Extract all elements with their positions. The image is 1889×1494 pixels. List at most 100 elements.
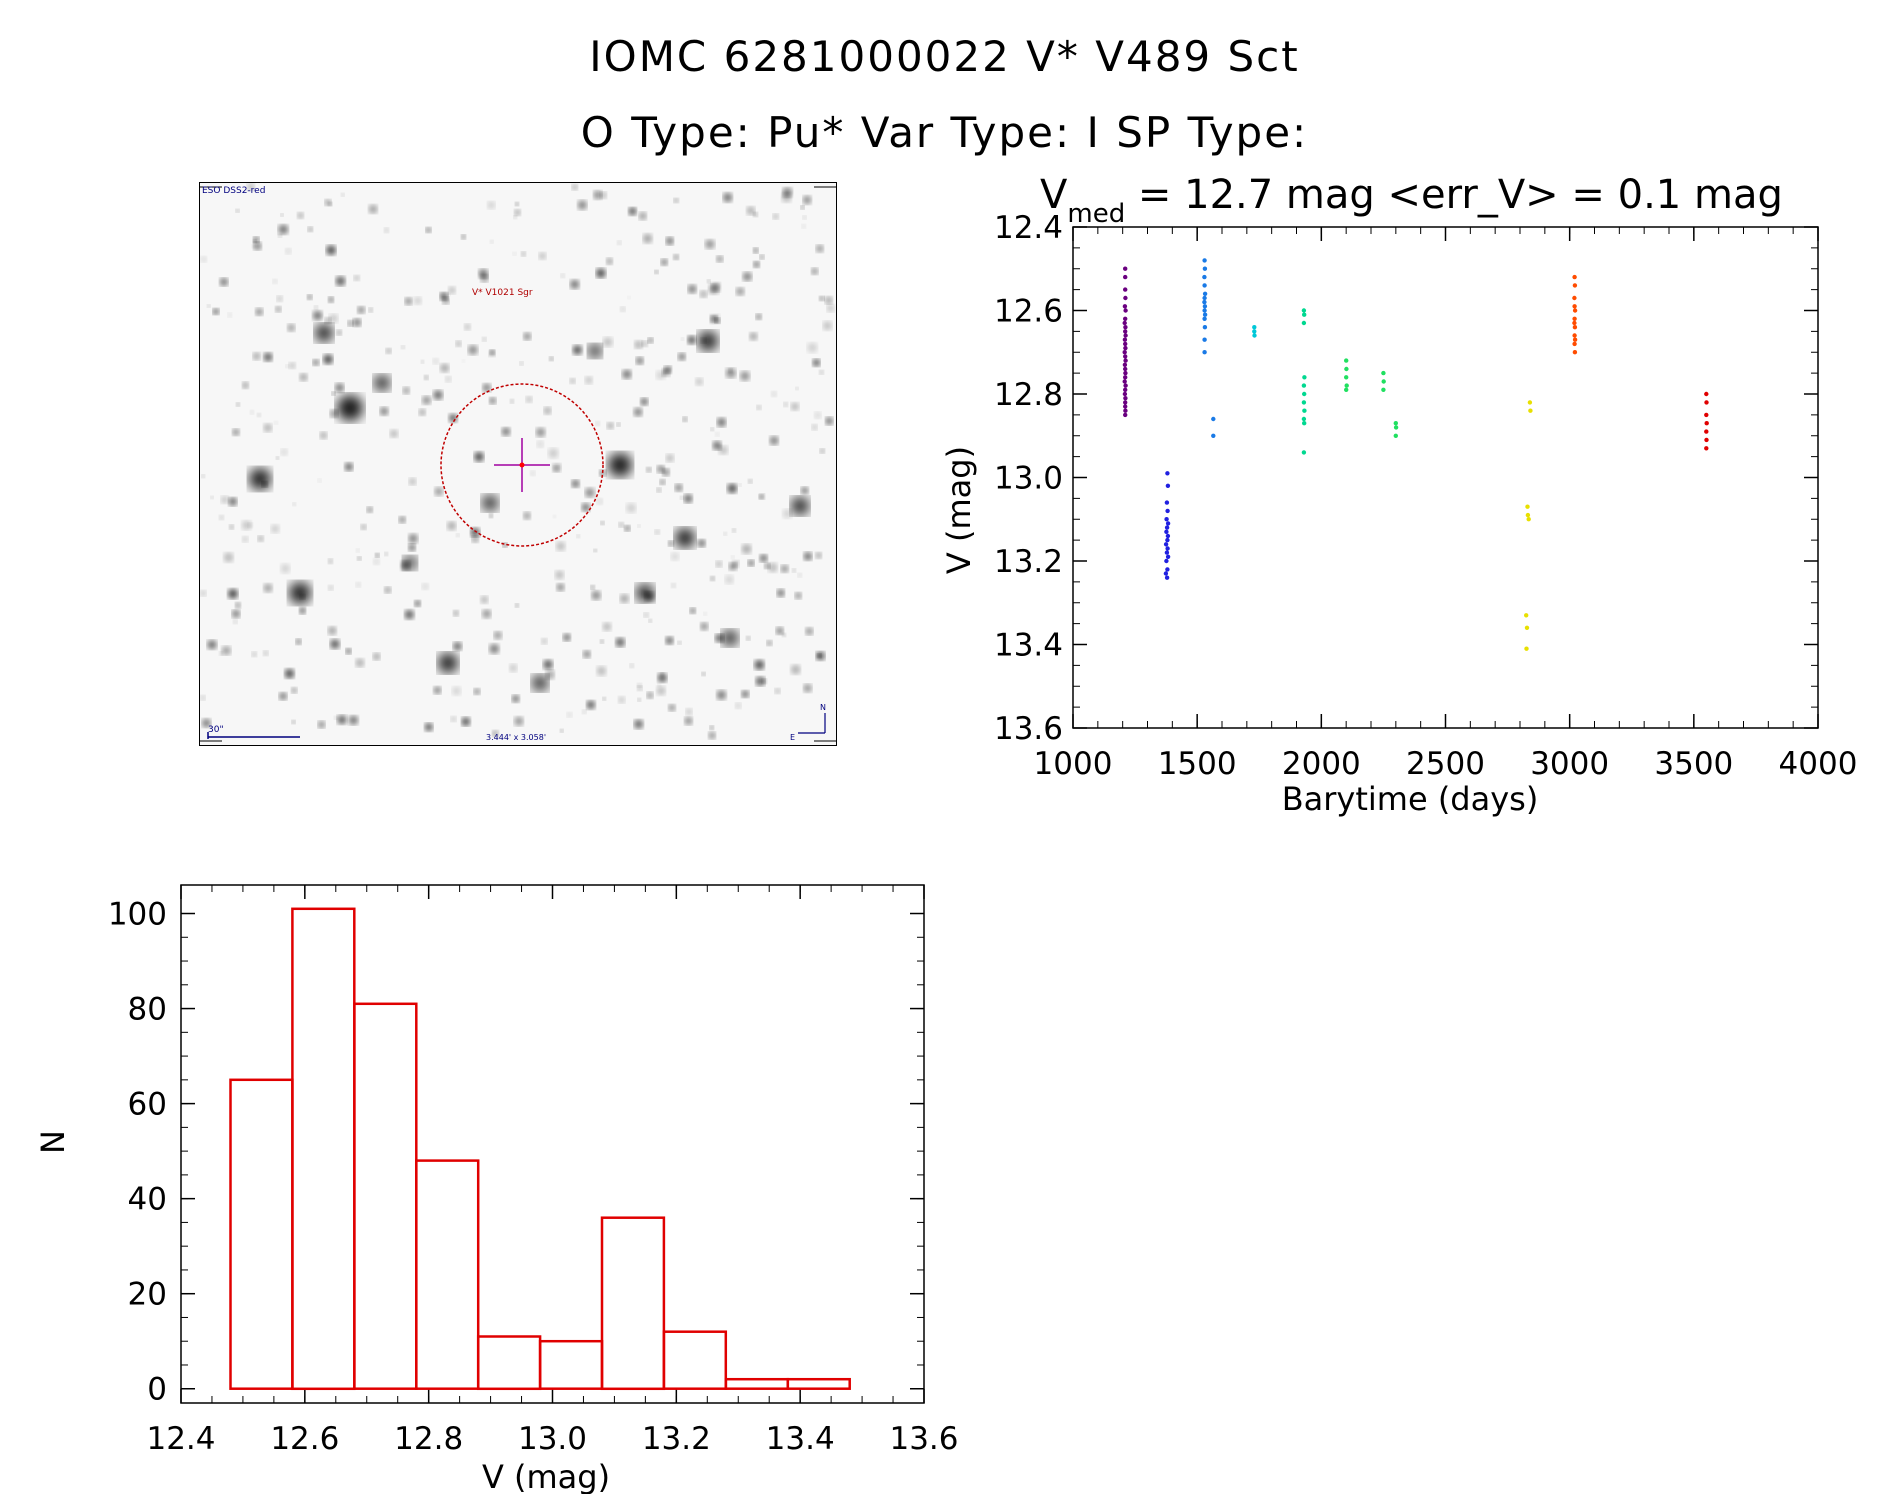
histogram-x-tick-label: 13.4 [766, 1421, 835, 1457]
fov-label: 3.444' x 3.058' [486, 733, 546, 742]
star [657, 465, 665, 473]
star [462, 359, 465, 363]
light-curve-point [1123, 287, 1128, 292]
histogram-y-tick-label: 40 [128, 1182, 167, 1218]
light-curve-point [1164, 550, 1170, 555]
light-curve-point [1202, 312, 1208, 317]
star [723, 192, 733, 203]
star [695, 378, 703, 386]
star [538, 252, 546, 260]
star [434, 487, 444, 496]
star [794, 592, 802, 599]
light-curve-point [1302, 375, 1307, 380]
star [464, 323, 471, 331]
star [291, 687, 297, 694]
star [663, 365, 672, 374]
light-curve-point [1302, 391, 1307, 397]
star [641, 340, 648, 347]
star [207, 640, 217, 650]
light-curve-point [1572, 350, 1578, 355]
histogram-bar [724, 1377, 790, 1390]
star [687, 335, 696, 345]
star [577, 200, 587, 210]
histogram-x-tick-label: 12.6 [270, 1421, 339, 1457]
target-circle [440, 383, 604, 547]
light-curve-point [1123, 341, 1128, 347]
light-curve-point [1122, 379, 1127, 384]
light-curve-point [1393, 433, 1398, 438]
light-curve-point [1211, 433, 1216, 438]
star [227, 588, 238, 599]
star [673, 198, 679, 203]
star [489, 397, 496, 405]
star [759, 554, 768, 563]
star [699, 290, 708, 298]
star [299, 373, 308, 382]
star [384, 586, 391, 594]
light-curve-point [1526, 517, 1531, 522]
star [312, 310, 323, 321]
star [545, 670, 555, 680]
star [727, 483, 737, 494]
light-curve-point [1165, 567, 1170, 572]
light-curve-point [1122, 320, 1127, 326]
histogram-bar [291, 907, 356, 1391]
star [772, 213, 779, 220]
bright-star [532, 675, 548, 691]
sky-background [200, 183, 836, 745]
star [811, 268, 818, 275]
light-curve-point [1344, 366, 1349, 372]
star [758, 494, 764, 499]
star [602, 622, 612, 631]
star [328, 626, 337, 635]
star [384, 552, 389, 556]
star [202, 718, 211, 728]
histogram-x-label: V (mag) [482, 1458, 610, 1494]
histogram-x-tick-label: 13.6 [889, 1421, 958, 1457]
star [803, 552, 813, 561]
target-crosshair-icon [494, 438, 550, 492]
light-curve-point [1123, 295, 1128, 301]
star [708, 731, 716, 740]
light-curve-point [1202, 291, 1208, 296]
star [326, 245, 336, 256]
star [819, 296, 825, 301]
star [328, 585, 334, 591]
star [536, 427, 546, 437]
light-curve-point [1165, 483, 1171, 488]
star [607, 422, 614, 430]
star [782, 633, 786, 637]
light-curve-y-tick-label: 13.6 [994, 711, 1063, 747]
histogram-bar [353, 1002, 418, 1390]
star [455, 340, 462, 347]
star [708, 284, 719, 295]
star [616, 422, 621, 427]
star [599, 469, 606, 477]
star [656, 686, 666, 696]
star [629, 663, 634, 668]
star [461, 234, 466, 240]
star [324, 317, 331, 324]
star [242, 536, 249, 543]
star [563, 633, 571, 642]
star [471, 535, 479, 543]
light-curve-point [1572, 274, 1577, 280]
light-curve-y-tick-label: 12.6 [994, 294, 1063, 330]
star [764, 563, 770, 569]
star [570, 279, 580, 289]
star [523, 512, 531, 520]
star [677, 640, 682, 645]
star [433, 390, 443, 400]
star [379, 407, 389, 416]
light-curve-point [1381, 387, 1386, 392]
star [620, 594, 629, 603]
light-curve-title: Vmed = 12.7 mag <err_V> = 0.1 mag [1040, 172, 1783, 229]
light-curve-point [1704, 412, 1709, 418]
star [414, 600, 421, 607]
light-curve-point [1123, 408, 1128, 413]
star [543, 407, 552, 415]
star [401, 345, 405, 349]
light-curve-point [1165, 533, 1171, 539]
star [646, 692, 654, 699]
light-curve-point [1704, 437, 1709, 443]
